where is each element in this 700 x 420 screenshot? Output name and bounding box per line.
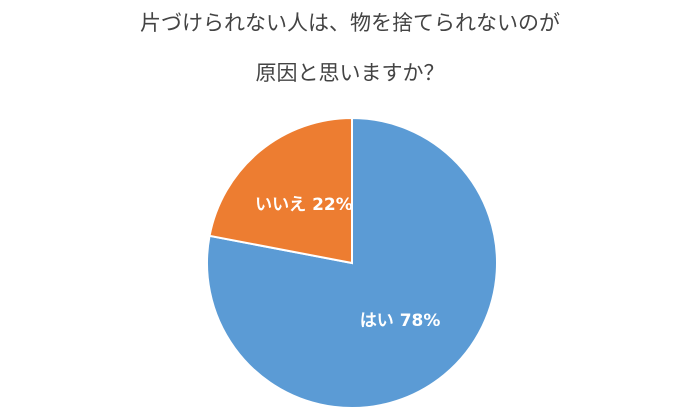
data-label: はい 78% [360,311,441,331]
category-label: いいえ [255,195,306,215]
value-label: 22% [312,195,353,215]
value-label: 78% [400,311,441,331]
data-label: いいえ 22% [255,195,353,215]
chart-title: 原因と思いますか？ [256,61,445,85]
category-label: はい [360,311,394,331]
chart-title: 片づけられない人は、物を捨てられないのが [140,11,560,35]
pie-slice [208,116,353,265]
